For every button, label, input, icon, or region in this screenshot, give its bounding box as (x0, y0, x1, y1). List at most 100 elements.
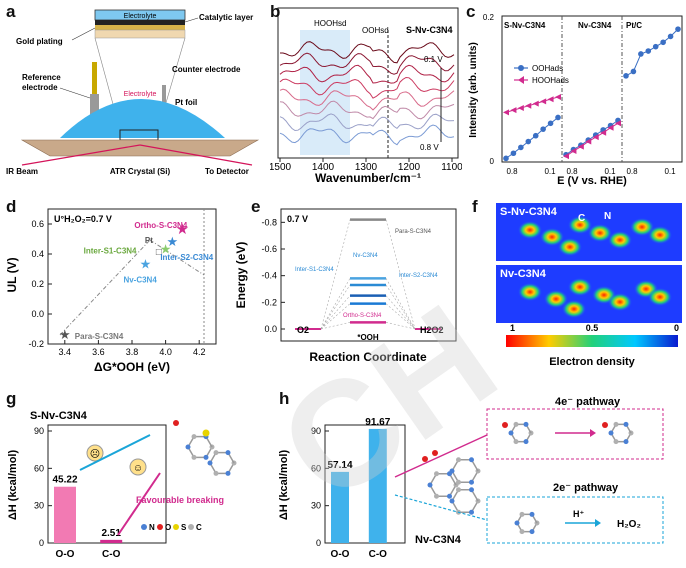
d-xtick: 3.6 (92, 347, 105, 357)
atom (469, 509, 474, 515)
bar-category-label: O-O (56, 549, 75, 560)
limiting-potential-plot: U°H₂O₂=0.7 V ★Ortho-S-C3N4□Pt★Inter-S1-C… (5, 208, 217, 374)
atom (203, 454, 209, 460)
panel-e-label: e (251, 197, 261, 216)
atom (469, 479, 474, 485)
data-point (585, 138, 592, 145)
data-point (615, 120, 621, 127)
data-point (570, 148, 577, 155)
legend-c: C (196, 523, 202, 532)
density-blob (568, 216, 592, 234)
c-xtick: 0.1 (664, 167, 676, 176)
e-start: O2 (297, 325, 309, 335)
data-point (660, 39, 666, 46)
sample-label: S-Nv-C3N4 (406, 25, 453, 35)
panel-e: e 0.7 V Para-S-C3N4 Inter-S1-C3N4 Nv-C3N4 I… (225, 195, 460, 375)
si-crystal-detail (94, 29, 186, 39)
spectrum-line-4 (279, 88, 455, 111)
atom (508, 430, 514, 436)
h-ytick: 0 (316, 538, 321, 548)
spectra-lines (279, 41, 455, 146)
h-ylabel: ΔH (kcal/mol) (278, 450, 290, 521)
group-s-nv: S-Nv-C3N4 (504, 21, 546, 30)
scatter-label: Inter-S2-C3N4 (160, 253, 213, 262)
spectrum-line-2 (279, 64, 455, 84)
atr-crystal (20, 139, 260, 157)
density-blob (648, 226, 672, 244)
d-xtick: 4.0 (159, 347, 172, 357)
e-ytick: -0.2 (261, 297, 277, 307)
electrolyte-top-text: Electrolyte (124, 13, 157, 20)
c-ytick-bottom: 0 (490, 157, 495, 166)
data-point (503, 155, 509, 162)
atom (213, 450, 219, 456)
scatter-point: □ (156, 247, 162, 258)
d-xtick: 3.4 (59, 347, 72, 357)
bar (100, 539, 123, 543)
g-ytick: 60 (34, 463, 44, 473)
atom (623, 421, 629, 427)
atom (449, 468, 455, 474)
data-point (518, 144, 524, 151)
atom (456, 487, 461, 493)
b-xtick: 1100 (441, 162, 462, 173)
atom (529, 529, 535, 535)
e-end: H2O2 (420, 325, 444, 335)
panel-d-label: d (6, 197, 17, 216)
d-data-marks: ★Ortho-S-C3N4□Pt★Inter-S1-C3N4★Inter-S2-… (59, 221, 214, 342)
panel-g-label: g (6, 389, 17, 408)
atom (456, 457, 461, 463)
reference-electrode-text: Reference electrode (22, 73, 61, 92)
atom (434, 471, 439, 477)
h-ytick: 30 (311, 501, 321, 511)
level-label: Inter-S2-C3N4 (399, 273, 438, 279)
panel-h-label: h (279, 389, 290, 408)
data-point (547, 96, 554, 103)
density-blob (558, 238, 582, 256)
c-xtick: 0.8 (506, 167, 518, 176)
panel-a-label: a (6, 2, 16, 21)
bar-category-label: C-O (102, 549, 121, 560)
spectrum-line-6 (279, 113, 455, 132)
level-label: Ortho-S-C3N4 (343, 313, 382, 319)
electrolyte-dome (60, 99, 225, 138)
b-xtick: 1200 (398, 162, 421, 173)
cb-label: Electron density (549, 356, 635, 368)
atr-setup-diagram: Electrolyte Catalytic layer Gold plating… (6, 9, 260, 176)
c-ylabel: Intensity (arb. units) (468, 42, 479, 138)
h-bars: 57.14 O-O 91.67 C-O (327, 417, 390, 560)
e-ytick: 0.0 (264, 324, 277, 334)
atom (523, 439, 529, 445)
reference-electrode (92, 62, 97, 94)
panel-a: a Electrolyte Catalytic layer Gold plati… (0, 0, 270, 185)
ir-beam-text: IR Beam (6, 167, 38, 176)
bar-value-label: 57.14 (327, 460, 352, 471)
data-point (540, 126, 546, 132)
catalytic-layer (95, 20, 185, 25)
atom (623, 439, 629, 445)
data-point (577, 143, 584, 150)
f-top-title: S-Nv-C3N4 (500, 206, 558, 218)
element-legend: N O S C (141, 523, 202, 532)
density-blob (608, 293, 632, 311)
atom (449, 498, 455, 504)
atom (469, 457, 474, 463)
colorbar (506, 335, 678, 347)
level-label: Inter-S1-C3N4 (295, 267, 334, 273)
data-point (555, 114, 561, 121)
atom (513, 421, 519, 427)
atom (427, 482, 433, 488)
atom (613, 421, 619, 427)
spectrum-line-7 (279, 124, 455, 146)
svg-text:☺: ☺ (133, 463, 143, 474)
data-point (510, 107, 517, 114)
data-point (607, 124, 614, 131)
atom (513, 439, 519, 445)
atom-o (422, 456, 428, 462)
bond-enthalpy-g: S-Nv-C3N4 45.22 O-O 2.51 C-O 90 60 30 0 ΔH (kc… (7, 410, 237, 560)
bar (331, 471, 349, 543)
bar-category-label: O-O (331, 549, 350, 560)
pathway-2e-label: 2e⁻ pathway (553, 482, 619, 494)
density-blob (544, 290, 568, 308)
catalytic-layer-text: Catalytic layer (199, 13, 253, 22)
